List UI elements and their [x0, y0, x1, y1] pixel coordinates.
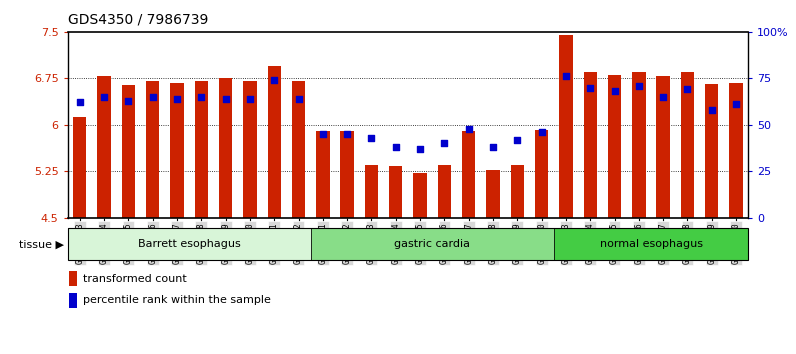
Point — [560, 74, 572, 79]
Point — [633, 83, 646, 88]
Bar — [681, 72, 694, 218]
Point — [389, 144, 402, 150]
Point — [511, 137, 524, 143]
Bar — [68, 228, 310, 260]
Bar — [292, 81, 305, 218]
Point — [730, 102, 743, 107]
Point — [608, 88, 621, 94]
Point — [438, 141, 451, 146]
Bar — [195, 81, 208, 218]
Point — [170, 96, 183, 102]
Bar — [316, 131, 330, 218]
Text: percentile rank within the sample: percentile rank within the sample — [83, 296, 271, 306]
Bar — [583, 72, 597, 218]
Bar — [657, 76, 670, 218]
Bar — [170, 83, 184, 218]
Point — [268, 78, 281, 83]
Point — [122, 98, 135, 103]
Text: gastric cardia: gastric cardia — [394, 239, 470, 249]
Text: tissue ▶: tissue ▶ — [18, 239, 64, 249]
Bar — [122, 85, 135, 218]
Bar — [73, 118, 87, 218]
Bar — [244, 81, 256, 218]
Bar — [69, 293, 77, 308]
Point — [195, 94, 208, 100]
Bar — [560, 35, 572, 218]
Point — [486, 144, 499, 150]
Point — [535, 129, 548, 135]
Point — [705, 107, 718, 113]
Bar — [438, 165, 451, 218]
Bar — [267, 66, 281, 218]
Point — [73, 100, 86, 105]
Bar — [486, 170, 500, 218]
Bar — [511, 165, 524, 218]
Point — [584, 85, 597, 91]
Point — [219, 96, 232, 102]
Point — [317, 131, 330, 137]
Point — [98, 94, 111, 100]
Point — [146, 94, 159, 100]
Bar — [341, 131, 354, 218]
Bar — [365, 165, 378, 218]
Bar — [310, 228, 554, 260]
Bar — [146, 81, 159, 218]
Text: transformed count: transformed count — [83, 274, 186, 284]
Point — [341, 131, 353, 137]
Point — [365, 135, 378, 141]
Bar — [462, 131, 475, 218]
Bar — [413, 173, 427, 218]
Bar — [69, 271, 77, 286]
Point — [292, 96, 305, 102]
Bar — [535, 130, 548, 218]
Bar — [97, 76, 111, 218]
Bar — [729, 83, 743, 218]
Text: Barrett esophagus: Barrett esophagus — [138, 239, 240, 249]
Bar — [632, 72, 646, 218]
Point — [681, 87, 694, 92]
Point — [462, 126, 475, 131]
Bar — [219, 78, 232, 218]
Point — [657, 94, 669, 100]
Point — [244, 96, 256, 102]
Bar — [608, 75, 621, 218]
Bar — [389, 166, 403, 218]
Bar — [705, 84, 719, 218]
Point — [414, 146, 427, 152]
Text: normal esophagus: normal esophagus — [599, 239, 703, 249]
Bar — [554, 228, 748, 260]
Text: GDS4350 / 7986739: GDS4350 / 7986739 — [68, 12, 208, 27]
